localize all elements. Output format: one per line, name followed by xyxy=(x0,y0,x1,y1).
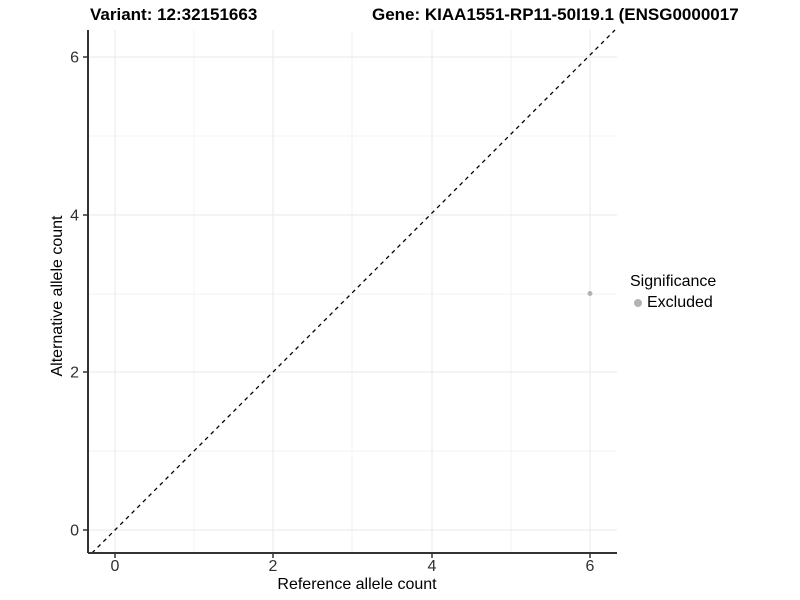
data-point xyxy=(587,291,593,296)
x-tick-6: 6 xyxy=(586,558,595,575)
axis-lines xyxy=(87,30,617,554)
y-tick-6: 6 xyxy=(70,50,79,67)
legend-item-excluded: Excluded xyxy=(634,294,716,312)
legend: Significance Excluded xyxy=(630,273,716,312)
legend-item-label: Excluded xyxy=(647,294,713,311)
x-tick-2: 2 xyxy=(269,558,278,575)
y-tick-2: 2 xyxy=(70,365,79,382)
gene-title: Gene: KIAA1551-RP11-50I19.1 (ENSG0000017 xyxy=(372,5,739,24)
x-axis-title: Reference allele count xyxy=(277,576,437,593)
x-tick-labels: 0 2 4 6 xyxy=(111,558,595,575)
tick-marks xyxy=(83,56,591,558)
identity-line xyxy=(91,29,616,554)
variant-title: Variant: 12:32151663 xyxy=(90,5,258,24)
y-axis-title: Alternative allele count xyxy=(49,215,66,377)
y-tick-0: 0 xyxy=(70,523,79,540)
y-tick-4: 4 xyxy=(70,208,79,225)
grid-minor xyxy=(88,30,617,553)
y-tick-labels: 0 2 4 6 xyxy=(70,50,79,540)
legend-title: Significance xyxy=(630,273,717,290)
legend-key-dot-icon xyxy=(634,299,642,307)
x-tick-4: 4 xyxy=(428,558,437,575)
x-tick-0: 0 xyxy=(111,558,120,575)
